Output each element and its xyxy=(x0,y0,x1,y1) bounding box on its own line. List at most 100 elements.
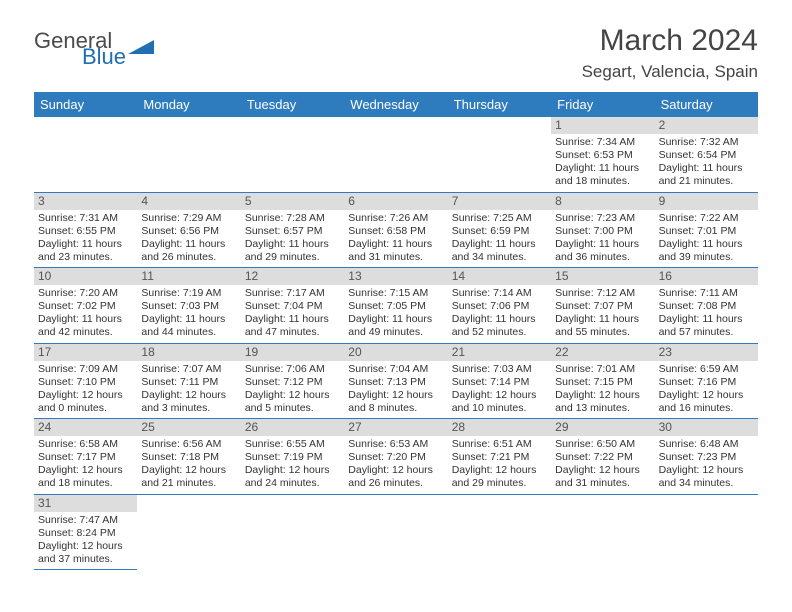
day-number: 31 xyxy=(34,495,137,512)
logo: General Blue xyxy=(34,30,154,68)
daylight-line: Daylight: 11 hours and 49 minutes. xyxy=(348,313,443,339)
sunset-line: Sunset: 6:55 PM xyxy=(38,225,133,238)
sunset-line: Sunset: 7:08 PM xyxy=(659,300,754,313)
day-number: 10 xyxy=(34,268,137,285)
sunrise-line: Sunrise: 7:11 AM xyxy=(659,287,754,300)
calendar-cell: 7Sunrise: 7:25 AMSunset: 6:59 PMDaylight… xyxy=(448,193,551,269)
sunset-line: Sunset: 7:10 PM xyxy=(38,376,133,389)
sunset-line: Sunset: 7:05 PM xyxy=(348,300,443,313)
sunset-line: Sunset: 7:23 PM xyxy=(659,451,754,464)
calendar-cell xyxy=(344,117,447,193)
day-number: 11 xyxy=(137,268,240,285)
sunrise-line: Sunrise: 7:07 AM xyxy=(141,363,236,376)
day-number: 18 xyxy=(137,344,240,361)
daylight-line: Daylight: 11 hours and 39 minutes. xyxy=(659,238,754,264)
calendar-cell xyxy=(34,117,137,193)
sunset-line: Sunset: 7:06 PM xyxy=(452,300,547,313)
day-number: 3 xyxy=(34,193,137,210)
calendar-cell: 1Sunrise: 7:34 AMSunset: 6:53 PMDaylight… xyxy=(551,117,654,193)
day-number: 22 xyxy=(551,344,654,361)
day-number: 9 xyxy=(655,193,758,210)
weekday-header: Friday xyxy=(551,92,654,117)
calendar-cell: 27Sunrise: 6:53 AMSunset: 7:20 PMDayligh… xyxy=(344,419,447,495)
calendar-cell: 11Sunrise: 7:19 AMSunset: 7:03 PMDayligh… xyxy=(137,268,240,344)
calendar-cell xyxy=(448,495,551,571)
sunrise-line: Sunrise: 6:56 AM xyxy=(141,438,236,451)
calendar-cell: 18Sunrise: 7:07 AMSunset: 7:11 PMDayligh… xyxy=(137,344,240,420)
daylight-line: Daylight: 12 hours and 0 minutes. xyxy=(38,389,133,415)
day-number: 25 xyxy=(137,419,240,436)
calendar-cell: 25Sunrise: 6:56 AMSunset: 7:18 PMDayligh… xyxy=(137,419,240,495)
calendar-cell: 22Sunrise: 7:01 AMSunset: 7:15 PMDayligh… xyxy=(551,344,654,420)
sunset-line: Sunset: 8:24 PM xyxy=(38,527,133,540)
calendar-cell: 13Sunrise: 7:15 AMSunset: 7:05 PMDayligh… xyxy=(344,268,447,344)
sunset-line: Sunset: 7:20 PM xyxy=(348,451,443,464)
sunrise-line: Sunrise: 7:32 AM xyxy=(659,136,754,149)
day-number: 24 xyxy=(34,419,137,436)
daylight-line: Daylight: 12 hours and 29 minutes. xyxy=(452,464,547,490)
calendar-cell xyxy=(551,495,654,571)
daylight-line: Daylight: 11 hours and 29 minutes. xyxy=(245,238,340,264)
day-number: 17 xyxy=(34,344,137,361)
calendar-cell: 8Sunrise: 7:23 AMSunset: 7:00 PMDaylight… xyxy=(551,193,654,269)
sunset-line: Sunset: 7:15 PM xyxy=(555,376,650,389)
weekday-header: Tuesday xyxy=(241,92,344,117)
calendar-cell xyxy=(241,117,344,193)
sunrise-line: Sunrise: 7:14 AM xyxy=(452,287,547,300)
sunset-line: Sunset: 7:00 PM xyxy=(555,225,650,238)
sunset-line: Sunset: 6:53 PM xyxy=(555,149,650,162)
daylight-line: Daylight: 12 hours and 37 minutes. xyxy=(38,540,133,566)
sunrise-line: Sunrise: 7:12 AM xyxy=(555,287,650,300)
daylight-line: Daylight: 12 hours and 26 minutes. xyxy=(348,464,443,490)
sunrise-line: Sunrise: 7:47 AM xyxy=(38,514,133,527)
day-number: 14 xyxy=(448,268,551,285)
daylight-line: Daylight: 11 hours and 47 minutes. xyxy=(245,313,340,339)
weekday-header: Saturday xyxy=(655,92,758,117)
calendar-cell: 14Sunrise: 7:14 AMSunset: 7:06 PMDayligh… xyxy=(448,268,551,344)
calendar-cell: 6Sunrise: 7:26 AMSunset: 6:58 PMDaylight… xyxy=(344,193,447,269)
sunset-line: Sunset: 7:03 PM xyxy=(141,300,236,313)
calendar-cell: 24Sunrise: 6:58 AMSunset: 7:17 PMDayligh… xyxy=(34,419,137,495)
calendar-cell: 30Sunrise: 6:48 AMSunset: 7:23 PMDayligh… xyxy=(655,419,758,495)
logo-word-blue: Blue xyxy=(82,46,126,68)
daylight-line: Daylight: 11 hours and 26 minutes. xyxy=(141,238,236,264)
weekday-header: Thursday xyxy=(448,92,551,117)
sunrise-line: Sunrise: 7:25 AM xyxy=(452,212,547,225)
daylight-line: Daylight: 12 hours and 16 minutes. xyxy=(659,389,754,415)
day-number: 12 xyxy=(241,268,344,285)
day-number: 6 xyxy=(344,193,447,210)
daylight-line: Daylight: 12 hours and 10 minutes. xyxy=(452,389,547,415)
daylight-line: Daylight: 11 hours and 44 minutes. xyxy=(141,313,236,339)
calendar-cell: 15Sunrise: 7:12 AMSunset: 7:07 PMDayligh… xyxy=(551,268,654,344)
day-number: 27 xyxy=(344,419,447,436)
day-number: 23 xyxy=(655,344,758,361)
day-number: 26 xyxy=(241,419,344,436)
calendar-cell: 4Sunrise: 7:29 AMSunset: 6:56 PMDaylight… xyxy=(137,193,240,269)
calendar-cell: 10Sunrise: 7:20 AMSunset: 7:02 PMDayligh… xyxy=(34,268,137,344)
sunrise-line: Sunrise: 6:59 AM xyxy=(659,363,754,376)
daylight-line: Daylight: 11 hours and 23 minutes. xyxy=(38,238,133,264)
sunrise-line: Sunrise: 7:29 AM xyxy=(141,212,236,225)
calendar-cell: 26Sunrise: 6:55 AMSunset: 7:19 PMDayligh… xyxy=(241,419,344,495)
daylight-line: Daylight: 11 hours and 42 minutes. xyxy=(38,313,133,339)
sunset-line: Sunset: 7:21 PM xyxy=(452,451,547,464)
sunset-line: Sunset: 7:22 PM xyxy=(555,451,650,464)
daylight-line: Daylight: 12 hours and 5 minutes. xyxy=(245,389,340,415)
page-title: March 2024 xyxy=(582,24,758,58)
day-number: 4 xyxy=(137,193,240,210)
calendar-cell: 20Sunrise: 7:04 AMSunset: 7:13 PMDayligh… xyxy=(344,344,447,420)
daylight-line: Daylight: 12 hours and 24 minutes. xyxy=(245,464,340,490)
calendar-cell: 17Sunrise: 7:09 AMSunset: 7:10 PMDayligh… xyxy=(34,344,137,420)
sunset-line: Sunset: 7:01 PM xyxy=(659,225,754,238)
calendar-cell xyxy=(241,495,344,571)
day-number: 13 xyxy=(344,268,447,285)
calendar-cell: 21Sunrise: 7:03 AMSunset: 7:14 PMDayligh… xyxy=(448,344,551,420)
day-number: 8 xyxy=(551,193,654,210)
calendar-cell: 5Sunrise: 7:28 AMSunset: 6:57 PMDaylight… xyxy=(241,193,344,269)
day-number: 7 xyxy=(448,193,551,210)
sunrise-line: Sunrise: 6:51 AM xyxy=(452,438,547,451)
daylight-line: Daylight: 11 hours and 21 minutes. xyxy=(659,162,754,188)
sunset-line: Sunset: 7:11 PM xyxy=(141,376,236,389)
calendar-header-row: SundayMondayTuesdayWednesdayThursdayFrid… xyxy=(34,92,758,117)
weekday-header: Wednesday xyxy=(344,92,447,117)
